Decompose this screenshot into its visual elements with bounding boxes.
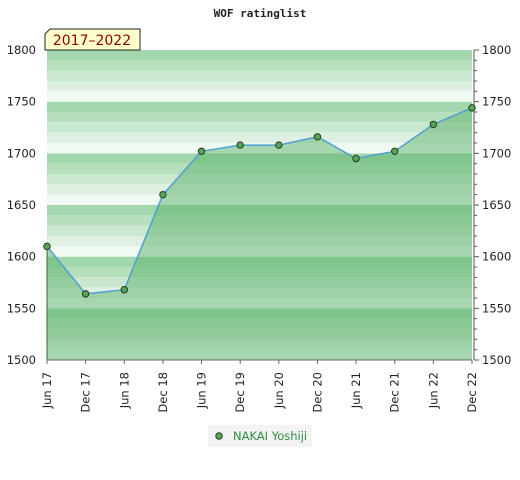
y-tick-label-right: 1800 (482, 43, 511, 57)
data-point (275, 141, 283, 149)
date-range-badge: 2017–2022 (44, 28, 141, 51)
data-point (352, 154, 360, 163)
background-band (47, 81, 472, 92)
badge-shape (44, 28, 141, 51)
x-tick-label: Jun 22 (426, 372, 440, 409)
x-tick-label: Jun 20 (272, 372, 286, 409)
data-point (81, 290, 90, 298)
y-tick-label-left: 1700 (7, 146, 36, 160)
background-band (47, 122, 472, 133)
background-band (47, 70, 472, 81)
series-area-fill (47, 107, 472, 360)
x-tick-label: Jun 17 (40, 372, 54, 409)
data-point (197, 147, 206, 155)
y-tick-label-left: 1750 (7, 95, 36, 109)
x-tick-label: Jun 18 (117, 372, 131, 409)
y-tick-label-left: 1500 (7, 353, 36, 367)
data-point (429, 120, 438, 129)
series-line (46, 107, 473, 295)
x-tick-label: Jun 19 (195, 372, 209, 409)
background-band (47, 60, 472, 71)
legend[interactable]: NAKAI Yoshiji (208, 425, 312, 447)
series-area (46, 107, 472, 360)
data-point (313, 133, 322, 141)
y-tick-label-right: 1650 (482, 198, 511, 212)
x-tick-label: Dec 17 (79, 372, 93, 413)
background-band (47, 91, 472, 102)
badge-label: 2017–2022 (53, 33, 131, 49)
x-tick-label: Jun 21 (349, 372, 363, 409)
data-point (236, 141, 244, 149)
x-tick-label: Dec 19 (233, 372, 247, 413)
background-band (47, 132, 472, 143)
y-tick-label-left: 1800 (7, 43, 36, 57)
data-point (159, 190, 167, 199)
data-point (43, 242, 51, 251)
x-tick-label: Dec 22 (465, 372, 479, 413)
x-tick-label: Dec 18 (156, 372, 170, 413)
legend-marker (215, 432, 223, 440)
x-tick-label: Dec 20 (310, 372, 324, 413)
background-band (47, 112, 472, 123)
data-point (391, 147, 399, 155)
y-tick-label-right: 1500 (482, 353, 511, 367)
axes: 1500 1500 1550 1550 1600 1600 1650 1650 1700 1700… (7, 43, 512, 413)
y-tick-label-left: 1650 (7, 198, 36, 212)
chart-title: WOF ratinglist (214, 7, 307, 20)
y-tick-label-left: 1550 (7, 301, 36, 315)
x-tick-label: Dec 21 (388, 372, 402, 413)
y-tick-label-right: 1750 (482, 95, 511, 109)
y-tick-label-right: 1700 (482, 146, 511, 160)
legend-box (208, 425, 312, 447)
y-tick-label-left: 1600 (7, 250, 36, 264)
data-point (120, 286, 128, 294)
legend-label: NAKAI Yoshiji (233, 429, 307, 443)
series-marks (43, 104, 476, 298)
background-band (47, 50, 472, 61)
background-band (47, 101, 472, 112)
y-tick-label-right: 1600 (482, 250, 511, 264)
y-tick-label-right: 1550 (482, 301, 511, 315)
data-point (468, 104, 476, 112)
